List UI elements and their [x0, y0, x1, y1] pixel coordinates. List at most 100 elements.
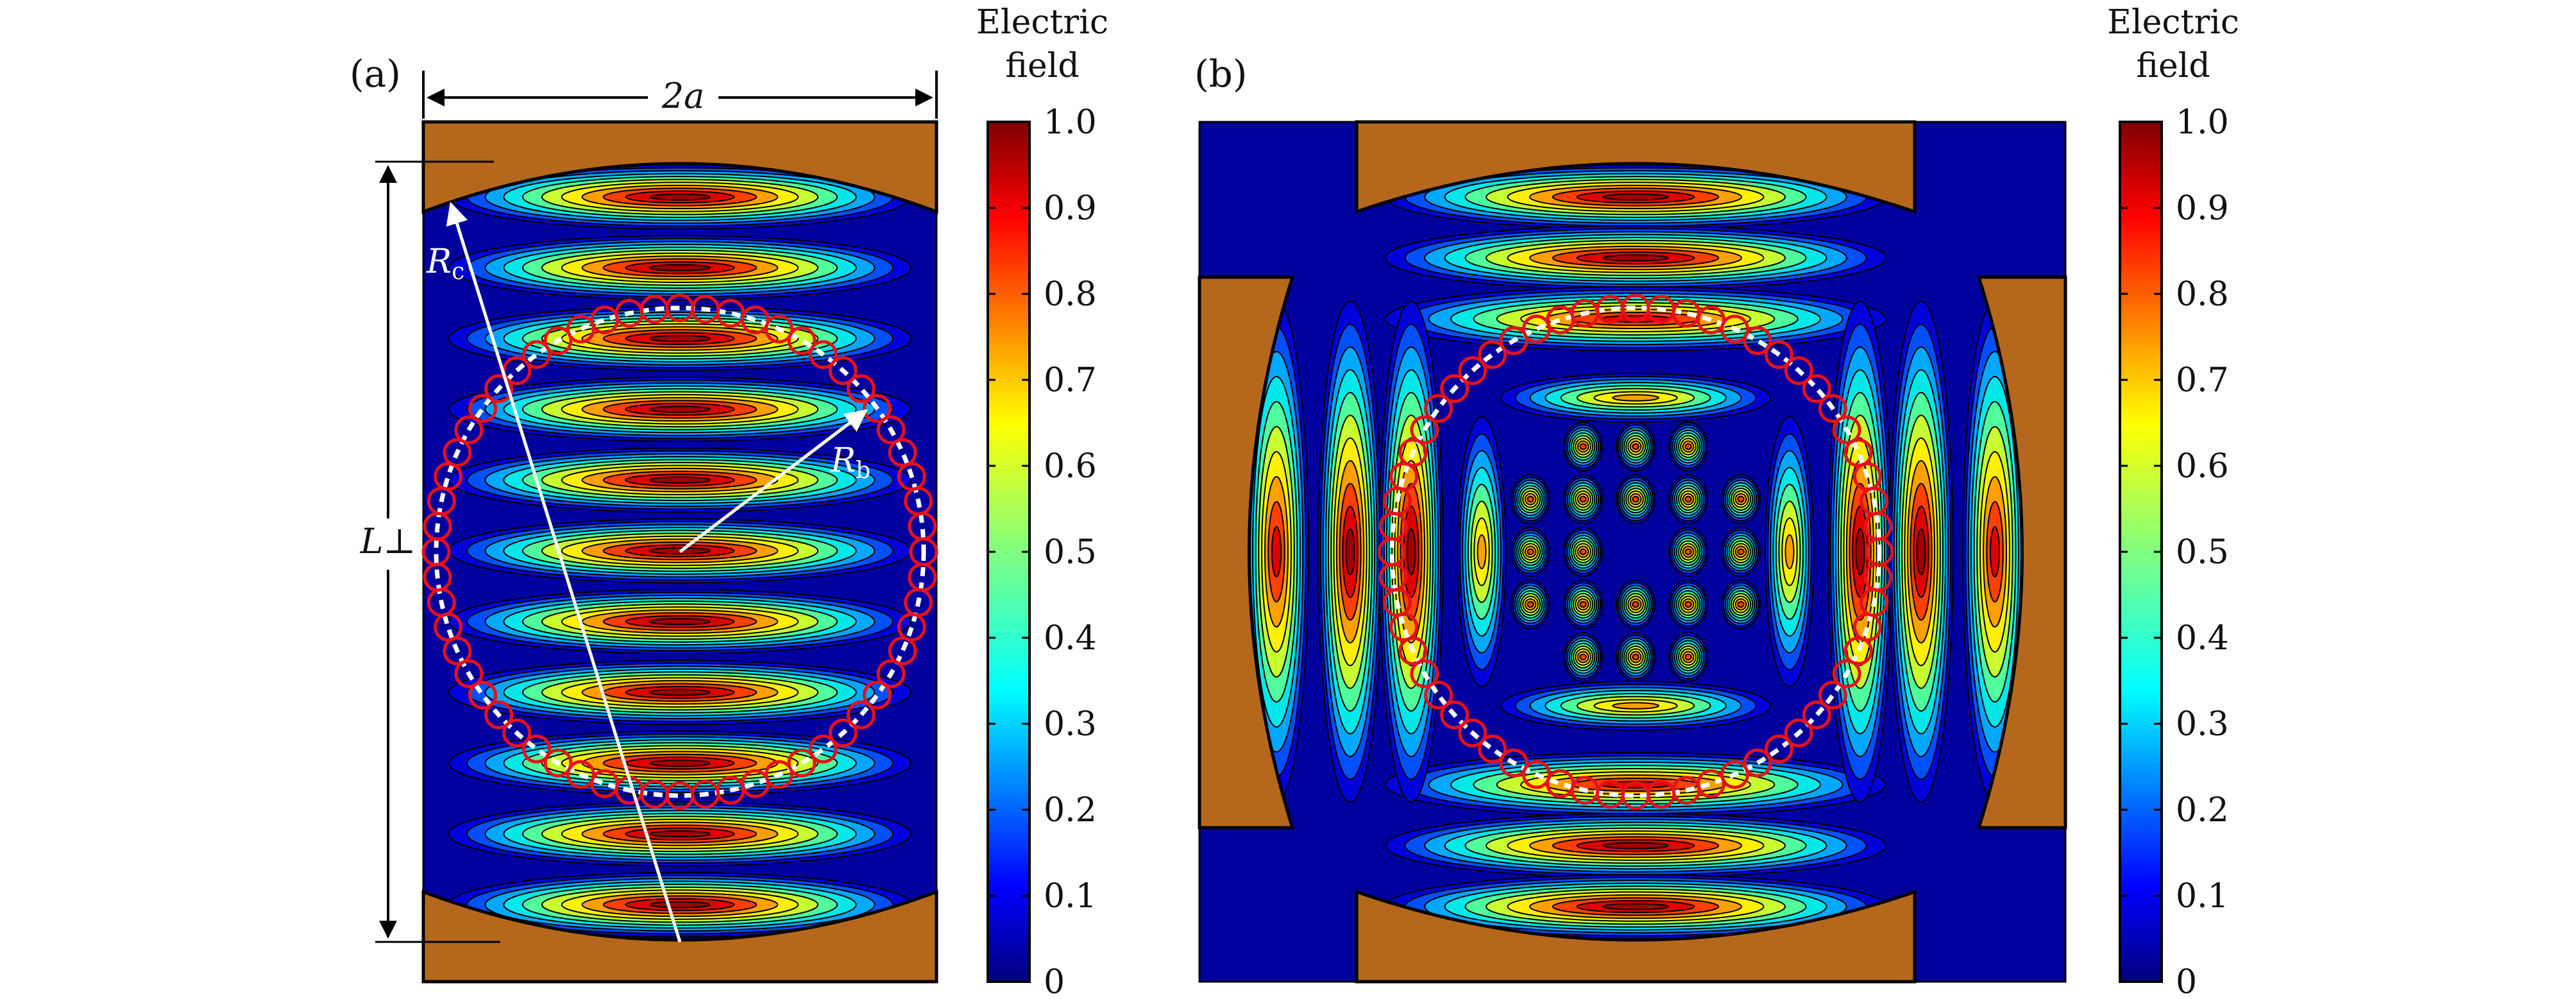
field-lobe: [448, 376, 911, 442]
beam-tunnel-circle: [808, 734, 838, 764]
colorbar-tick-label: 0.7: [1044, 361, 1097, 400]
field-lobe: [448, 588, 911, 654]
colorbar-tick-label: 0.7: [2176, 361, 2229, 400]
colorbar-tick-label: 0.9: [2176, 189, 2229, 228]
field-lobe: [1385, 225, 1886, 291]
beam-tunnel-circle: [1743, 326, 1772, 355]
beam-tunnel-circle: [1818, 394, 1847, 423]
panel-a-top-mirror: [421, 120, 938, 214]
beam-tunnel-circle: [1478, 340, 1507, 370]
beam-tunnel-circle: [566, 760, 595, 789]
beam-tunnel-circle: [1458, 356, 1487, 386]
field-spot: [1563, 474, 1603, 524]
field-lobe: [1500, 681, 1771, 731]
beam-tunnel-circle: [1764, 340, 1793, 370]
colorbar-tick-label: 0.5: [1044, 533, 1097, 572]
colorbar-tick-label: 0.6: [1044, 447, 1097, 486]
beam-tunnel-circle: [1764, 734, 1793, 764]
field-spot: [1668, 474, 1708, 524]
colorbar-tick-label: 0.3: [1044, 705, 1097, 744]
field-lobe: [448, 660, 911, 726]
colorbar-tick-label: 0.8: [2176, 275, 2229, 314]
colorbar-tick-label: 0.8: [1044, 275, 1097, 314]
field-spot: [1668, 579, 1708, 629]
beam-tunnel-circle: [1440, 374, 1470, 404]
field-spot: [1668, 527, 1708, 577]
beam-tunnel-circle: [502, 718, 532, 747]
colorbar-tick-label: 0.9: [1044, 189, 1097, 228]
beam-tunnel-circle: [1398, 438, 1428, 467]
colorbar-tick-label: 0.2: [2176, 791, 2229, 830]
beam-tunnel-circle: [543, 748, 573, 778]
beam-tunnel-circle: [1818, 680, 1847, 710]
beam-tunnel-circle: [1499, 748, 1529, 778]
field-lobe: [1827, 301, 1893, 803]
field-spot: [1563, 527, 1603, 577]
beam-tunnel-circle: [1424, 394, 1453, 423]
panel-a-label: (a): [350, 52, 401, 96]
beam-tunnel-circle: [484, 700, 514, 730]
beam-tunnel-circle: [862, 680, 892, 710]
beam-tunnel-circle: [1863, 511, 1893, 541]
colorbar-tick-label: 0.3: [2176, 705, 2229, 744]
field-spot: [1721, 579, 1761, 629]
colorbar-tick-label: 0.5: [2176, 533, 2229, 572]
beam-tunnel-circle: [468, 680, 498, 710]
beam-tunnel-circle: [846, 374, 876, 404]
beam-tunnel-circle: [828, 356, 858, 386]
beam-tunnel-circle: [808, 340, 838, 370]
beam-tunnel-circle: [876, 415, 906, 445]
field-spot: [1511, 527, 1550, 577]
field-spot: [1616, 579, 1656, 629]
panel-b-top-mirror: [1355, 120, 1917, 214]
beam-tunnel-circle: [787, 326, 817, 355]
beam-tunnel-circle: [454, 659, 484, 688]
beam-tunnel-circle: [765, 314, 794, 344]
panel-b-ring: [1377, 293, 1894, 810]
field-spot: [1668, 422, 1708, 472]
field-lobe: [1962, 301, 2028, 803]
rb-arrow: [679, 409, 868, 553]
beam-tunnel-circle: [1802, 374, 1831, 404]
panel-b-field: [1244, 164, 2028, 939]
beam-tunnel-circle: [522, 340, 552, 370]
colorbar-tick-label: 0.2: [1044, 791, 1097, 830]
field-lobe: [448, 305, 911, 371]
panel-b-colorbar: Electric field 0 0.1 0.2 0.3 0.4 0.5 0.6 0.7 0.8…: [2107, 3, 2239, 999]
field-spot: [1511, 474, 1550, 524]
field-spot: [1563, 579, 1603, 629]
field-lobe: [1244, 301, 1309, 803]
field-spot: [1668, 632, 1708, 682]
panel-b-colorbar-title-2: field: [2136, 47, 2210, 85]
beam-tunnel-circle: [1784, 718, 1813, 747]
colorbar-tick-label: 0: [2176, 963, 2197, 999]
beam-tunnel-circle: [454, 415, 484, 445]
field-lobe: [1888, 301, 1954, 803]
colorbar-tick-label: 0.4: [1044, 619, 1097, 658]
width-label: 2a: [661, 76, 705, 116]
beam-tunnel-circle: [1784, 356, 1813, 386]
beam-tunnel-circle: [1499, 326, 1529, 355]
field-lobe: [448, 235, 911, 301]
panel-a-bottom-mirror: [421, 889, 938, 984]
rc-label: Rc: [426, 243, 464, 285]
colorbar-tick-label: 0.1: [1044, 877, 1097, 916]
beam-tunnel-circle: [1832, 415, 1861, 445]
beam-tunnel-circle: [862, 394, 892, 423]
panel-a-colorbar: Electric field 0 0.1 0.2 0.3 0.4 0.5 0.6 0.7 0.8…: [976, 3, 1108, 999]
field-spot: [1563, 632, 1603, 682]
beam-tunnel-circle: [1802, 700, 1831, 730]
field-spot: [1616, 474, 1656, 524]
colorbar-tick-label: 1.0: [1044, 103, 1097, 142]
panel-b-bottom-mirror: [1355, 889, 1917, 984]
field-spot: [1616, 632, 1656, 682]
beam-tunnel-circle: [468, 394, 498, 423]
colorbar-tick-label: 1.0: [2176, 103, 2229, 142]
height-label: L⊥: [360, 521, 416, 561]
beam-tunnel-circle: [1832, 659, 1861, 688]
beam-tunnel-circle: [1521, 760, 1551, 789]
rc-arrow: [446, 201, 682, 943]
field-lobe: [1378, 301, 1444, 803]
colorbar-tick-label: 0.4: [2176, 619, 2229, 658]
